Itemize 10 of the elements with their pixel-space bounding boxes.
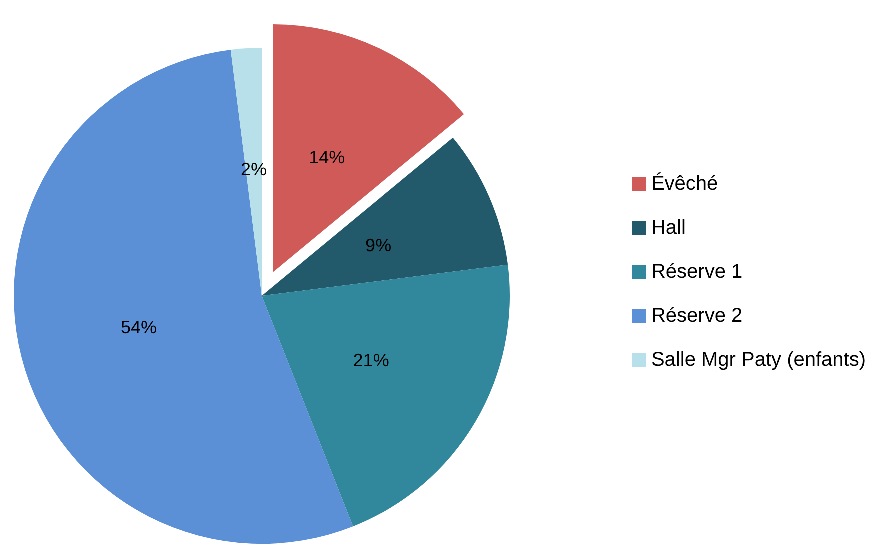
data-label: 9% [366,236,392,256]
data-label: 21% [353,350,390,371]
legend-label: Salle Mgr Paty (enfants) [651,349,866,371]
data-label: 14% [309,148,346,168]
legend-label: Réserve 2 [651,305,743,327]
data-label: 54% [120,318,158,338]
data-label: 2% [241,159,268,180]
legend-label: Évêché [651,172,718,195]
legend-label: Hall [651,217,686,239]
legend-label: Réserve 1 [651,261,743,283]
